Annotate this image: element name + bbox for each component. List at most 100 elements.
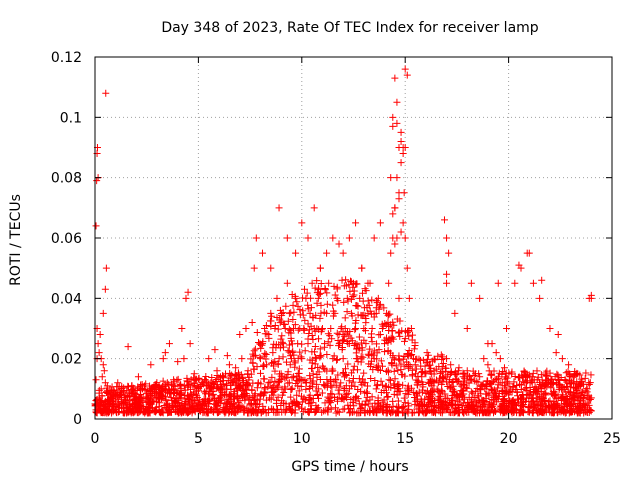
data-point [247, 370, 255, 378]
data-point [162, 404, 170, 412]
data-point [153, 398, 161, 406]
data-point [357, 339, 365, 347]
data-point [480, 355, 488, 363]
data-point [325, 279, 333, 287]
data-point [312, 355, 320, 363]
data-point [473, 409, 481, 417]
data-point [254, 379, 262, 387]
data-point [477, 382, 485, 390]
data-point [495, 369, 503, 377]
data-point [118, 382, 126, 390]
data-point [350, 362, 358, 370]
data-point [411, 341, 419, 349]
data-point [233, 391, 241, 399]
data-point [336, 383, 344, 391]
data-point [230, 378, 238, 386]
data-point [173, 389, 181, 397]
data-point [290, 308, 298, 316]
data-point [476, 294, 484, 302]
data-point [335, 331, 343, 339]
data-point [263, 330, 271, 338]
data-point [174, 358, 182, 366]
data-point [472, 397, 480, 405]
data-point [350, 279, 357, 287]
data-point [447, 383, 455, 391]
data-point [431, 356, 439, 364]
data-point [464, 371, 472, 379]
data-point [201, 397, 209, 405]
data-point [474, 378, 482, 386]
data-point [276, 306, 284, 314]
data-point [95, 349, 103, 357]
data-point [255, 339, 262, 347]
data-point [349, 399, 357, 407]
data-point [467, 398, 475, 406]
data-point [128, 388, 136, 396]
data-point [338, 276, 346, 284]
data-point [375, 305, 383, 313]
data-point [435, 374, 443, 382]
data-point [554, 331, 562, 339]
data-point [559, 383, 567, 391]
data-point [269, 388, 277, 396]
data-point [518, 408, 526, 416]
data-point [287, 393, 295, 401]
data-point [201, 376, 209, 384]
data-point [102, 264, 110, 272]
data-point [178, 325, 186, 332]
data-point [208, 391, 216, 399]
data-point [352, 325, 360, 332]
data-point [365, 351, 373, 359]
data-point [366, 345, 374, 353]
data-point [362, 314, 370, 322]
data-point [412, 365, 420, 373]
data-point [345, 234, 353, 242]
data-point [528, 378, 536, 386]
data-point [443, 355, 451, 363]
data-point [397, 228, 405, 236]
y-tick-label: 0.08 [51, 171, 82, 187]
data-point [450, 391, 458, 399]
data-point [351, 382, 359, 390]
data-point [395, 381, 403, 389]
data-point [380, 304, 388, 312]
data-point [365, 301, 373, 309]
data-point [423, 358, 431, 366]
data-point [318, 389, 326, 397]
data-point [253, 400, 261, 408]
data-point [231, 408, 239, 416]
data-point [401, 144, 409, 151]
data-point [132, 394, 140, 402]
data-point [391, 240, 399, 248]
data-point [343, 308, 351, 316]
data-point [519, 374, 527, 382]
data-point [455, 393, 463, 401]
data-point [302, 396, 310, 404]
data-point [495, 393, 503, 401]
data-point [296, 348, 304, 356]
data-point [472, 370, 480, 378]
data-point [455, 364, 463, 372]
data-point [334, 386, 342, 394]
data-point [523, 386, 531, 394]
data-point [397, 366, 405, 374]
data-point [587, 291, 595, 299]
data-point [427, 406, 435, 414]
data-point [278, 338, 286, 346]
data-point [302, 379, 310, 387]
data-point [448, 408, 456, 416]
data-point [317, 289, 325, 297]
data-point [359, 353, 367, 361]
data-point [354, 311, 362, 319]
data-point [329, 355, 337, 363]
data-point [534, 388, 542, 396]
data-point [400, 394, 408, 402]
data-point [282, 400, 290, 408]
data-point [359, 297, 367, 305]
data-point [323, 249, 331, 257]
data-point [97, 385, 105, 393]
data-point [316, 352, 324, 360]
data-point [517, 381, 525, 389]
data-point [333, 356, 341, 364]
data-point [551, 373, 559, 381]
